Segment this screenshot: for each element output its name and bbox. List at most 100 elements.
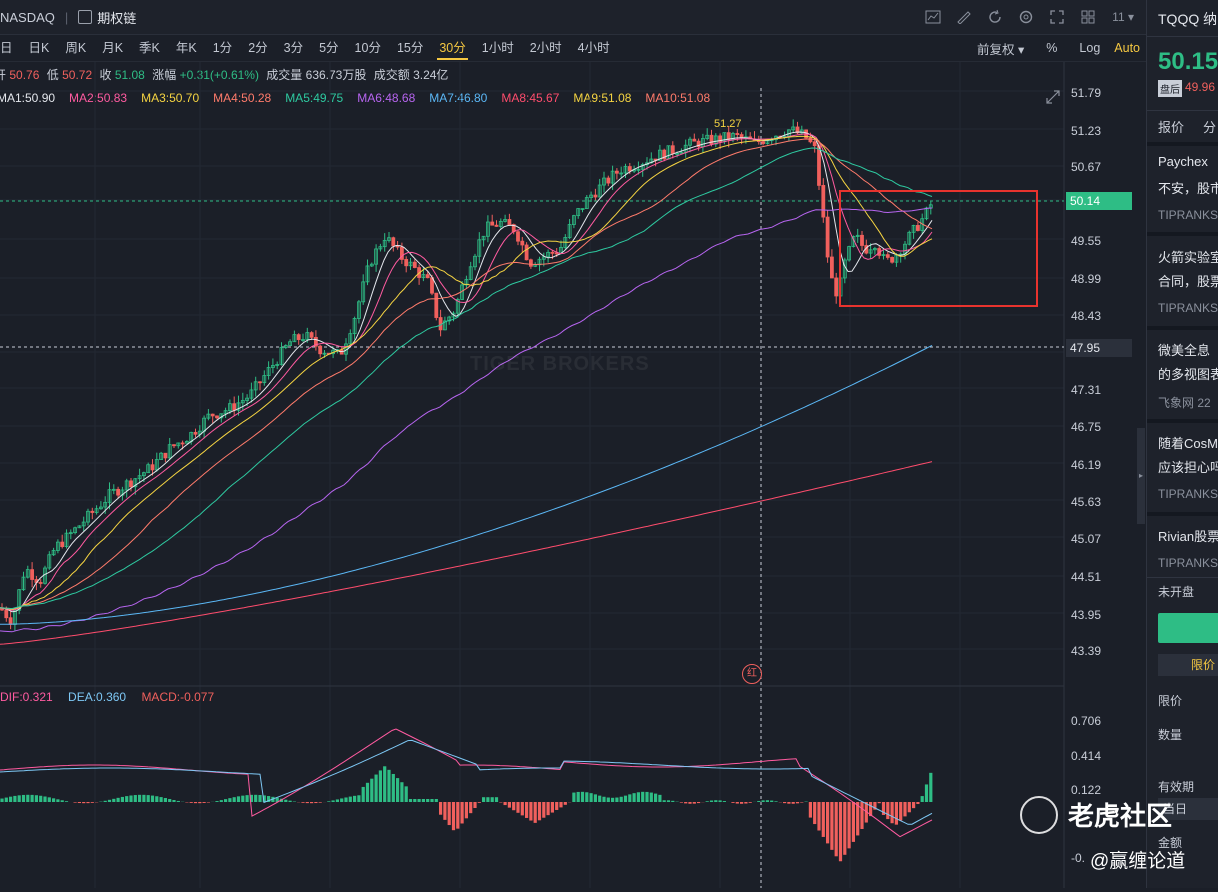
tab-quote[interactable]: 报价 [1158,117,1184,136]
macd-histogram-bar [129,795,132,802]
period-11[interactable]: 15分 [389,35,431,61]
macd-histogram-bar [908,802,911,812]
grid-icon[interactable] [1080,9,1096,25]
crosshair-price-tag: 47.95 [1066,339,1132,357]
last-price: 50.15 [1158,48,1218,76]
price-axis-label: 43.39 [1071,644,1101,658]
draw-icon[interactable] [956,9,972,25]
period-6[interactable]: 1分 [205,35,240,61]
macd-axis-label: -0. [1071,851,1085,865]
period-10[interactable]: 10分 [347,35,389,61]
red-marker[interactable]: 红 [742,664,762,684]
counter-dropdown[interactable]: 11 ▾ [1112,10,1134,24]
percent-toggle[interactable]: % [1046,41,1057,55]
candle-body [310,333,313,338]
macd-histogram-bar [525,802,528,818]
news-item-3-line2[interactable]: 的多视图表 [1158,364,1218,383]
price-axis-label: 50.67 [1071,160,1101,174]
candle-body [517,232,520,241]
settings-icon[interactable] [1018,9,1034,25]
macd-histogram-bar [809,802,812,818]
candlestick-chart[interactable] [0,62,1146,892]
macd-histogram-bar [671,801,674,802]
broker-watermark: TIGER BROKERS [470,352,650,376]
candle-body [259,382,262,383]
macd-histogram-bar [362,787,365,802]
news-item-5-line1[interactable]: Rivian股票 [1158,526,1218,545]
macd-histogram-bar [495,797,498,802]
period-2[interactable]: 周K [57,35,94,61]
macd-histogram-bar [224,799,227,802]
macd-histogram-bar [929,773,932,802]
auto-toggle[interactable]: Auto [1114,41,1140,55]
macd-histogram-bar [783,802,786,803]
candle-body [164,453,167,458]
macd-histogram-bar [233,797,236,802]
macd-histogram-bar [856,802,859,835]
news-item-2-line2[interactable]: 合同，股票 [1158,271,1218,290]
macd-histogram-bar [284,800,287,802]
candle-body [615,171,618,173]
period-0[interactable]: 日 [0,35,21,61]
macd-histogram-bar [835,802,838,856]
macd-histogram-bar [138,795,141,802]
right-panel: TQQQ 纳 50.15 盘后 49.96 报价 分 Paychex 不安，股市… [1146,0,1218,888]
macd-histogram-bar [482,797,485,802]
dea-value: DEA:0.360 [68,690,126,704]
order-type-dropdown[interactable]: 限价 [1158,654,1218,676]
period-4[interactable]: 季K [131,35,168,61]
tab-split[interactable]: 分 [1203,117,1216,136]
price-axis-label: 44.51 [1071,570,1101,584]
price-axis-label: 51.23 [1071,124,1101,138]
macd-histogram-bar [78,802,81,803]
price-axis-label: 45.63 [1071,495,1101,509]
macd-histogram-bar [680,802,683,803]
period-1[interactable]: 日K [21,35,58,61]
expand-chart-icon[interactable] [1046,90,1060,109]
news-item-4-line2[interactable]: 应该担心吗 [1158,457,1218,476]
refresh-icon[interactable] [987,9,1003,25]
macd-histogram-bar [714,800,717,802]
macd-histogram-bar [637,792,640,802]
options-chain-icon[interactable] [78,10,92,24]
news-item-1-line2[interactable]: 不安，股市 [1158,178,1218,197]
price-axis-label: 43.95 [1071,608,1101,622]
period-9[interactable]: 5分 [311,35,346,61]
macd-histogram-bar [830,802,833,850]
news-item-4-line1[interactable]: 随着CosM [1158,433,1218,452]
period-14[interactable]: 2小时 [522,35,570,61]
divider [1147,110,1218,111]
period-7[interactable]: 2分 [240,35,275,61]
macd-histogram-bar [456,802,459,829]
news-item-3-line1[interactable]: 微美全息 [1158,340,1210,359]
price-axis-label: 48.99 [1071,272,1101,286]
buy-button[interactable] [1158,613,1218,643]
period-15[interactable]: 4小时 [570,35,618,61]
options-chain-button[interactable]: 期权链 [97,8,136,27]
period-13[interactable]: 1小时 [474,35,522,61]
macd-histogram-bar [327,801,330,802]
period-12[interactable]: 30分 [431,35,473,61]
period-8[interactable]: 3分 [276,35,311,61]
period-5[interactable]: 年K [168,35,205,61]
log-toggle[interactable]: Log [1079,41,1100,55]
adjust-dropdown[interactable]: 前复权 ▾ [955,39,1024,58]
chart-icon[interactable] [925,9,941,25]
macd-histogram-bar [770,801,773,802]
period-3[interactable]: 月K [94,35,131,61]
news-item-2-source: TIPRANKS [1158,301,1218,315]
panel-collapse-handle[interactable]: ▸ [1137,428,1145,524]
macd-histogram-bar [18,795,21,802]
macd-histogram-bar [198,802,201,803]
candle-body [521,241,524,245]
macd-histogram-bar [878,802,881,803]
news-item-2-line1[interactable]: 火箭实验室 [1158,247,1218,266]
news-item-5-source: TIPRANKS [1158,556,1218,570]
candle-body [822,185,825,217]
news-item-1-line1[interactable]: Paychex [1158,154,1208,169]
expand-icon[interactable] [1049,9,1065,25]
macd-histogram-bar [534,802,537,823]
macd-histogram-bar [921,796,924,802]
macd-histogram-bar [486,797,489,802]
macd-histogram-bar [61,800,64,802]
